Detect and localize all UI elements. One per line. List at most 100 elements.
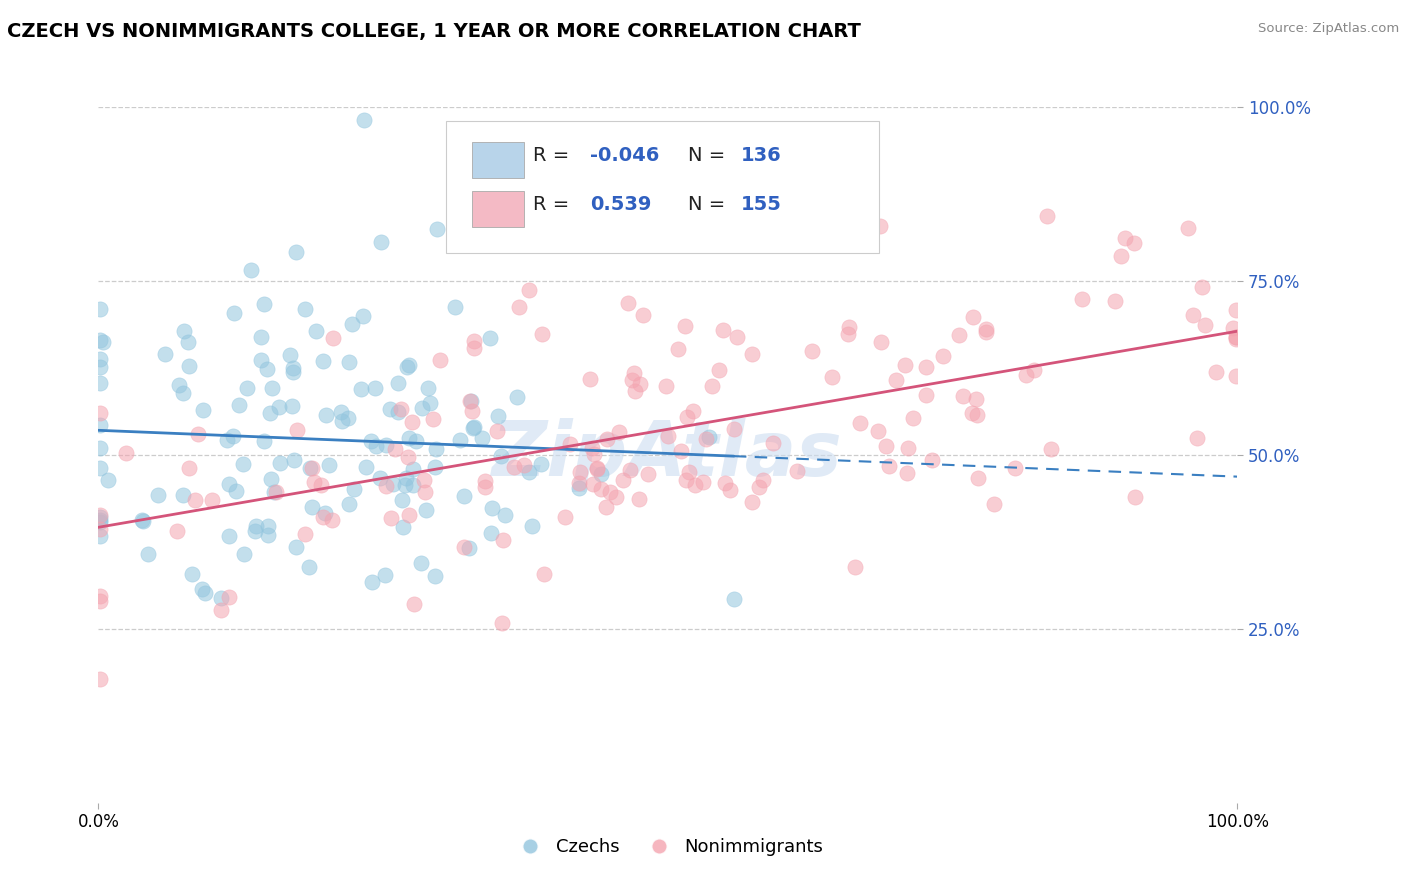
Point	[396, 450, 419, 464]
Point	[423, 460, 446, 475]
Point	[896, 467, 918, 481]
Point	[384, 442, 406, 457]
Point	[868, 424, 890, 438]
Point	[762, 436, 785, 450]
Point	[395, 360, 418, 375]
Text: N =: N =	[689, 195, 733, 214]
Point	[821, 370, 844, 384]
Point	[974, 325, 997, 339]
Point	[228, 398, 250, 412]
Text: -0.046: -0.046	[591, 146, 659, 165]
Point	[245, 519, 267, 533]
Point	[741, 347, 763, 361]
Point	[264, 485, 287, 500]
Point	[425, 442, 447, 457]
Point	[374, 568, 396, 582]
Point	[921, 453, 943, 467]
Point	[232, 457, 254, 471]
Point	[89, 508, 111, 523]
Point	[89, 352, 111, 367]
Point	[201, 492, 224, 507]
Point	[190, 582, 212, 596]
Point	[89, 516, 111, 530]
Point	[725, 330, 748, 344]
Point	[136, 547, 159, 561]
Point	[381, 476, 404, 491]
Point	[89, 594, 111, 608]
Point	[675, 473, 697, 487]
Point	[405, 434, 427, 448]
Point	[967, 471, 990, 485]
Text: 155: 155	[741, 195, 782, 214]
Point	[256, 528, 278, 542]
Point	[962, 406, 984, 420]
Point	[395, 471, 418, 485]
Point	[232, 547, 254, 561]
Point	[453, 489, 475, 503]
Point	[869, 219, 891, 234]
Point	[478, 331, 501, 345]
Point	[314, 506, 336, 520]
Point	[1187, 431, 1209, 445]
Point	[315, 409, 337, 423]
Point	[460, 394, 482, 409]
Point	[285, 540, 308, 554]
Point	[697, 429, 720, 443]
Point	[530, 457, 553, 471]
Point	[932, 350, 955, 364]
Point	[595, 432, 617, 446]
Point	[166, 524, 188, 538]
Point	[312, 509, 335, 524]
Point	[256, 361, 278, 376]
Point	[322, 331, 344, 345]
Point	[586, 461, 609, 475]
Point	[914, 387, 936, 401]
Point	[607, 425, 630, 439]
Point	[1123, 236, 1146, 251]
Point	[260, 381, 283, 395]
Point	[177, 359, 200, 374]
Point	[591, 467, 613, 481]
Point	[131, 512, 153, 526]
Point	[838, 319, 860, 334]
Point	[361, 575, 384, 590]
Point	[1191, 280, 1213, 294]
Point	[259, 406, 281, 420]
Point	[411, 401, 433, 415]
Point	[283, 452, 305, 467]
Point	[1182, 308, 1205, 322]
Point	[449, 433, 471, 447]
Point	[837, 327, 859, 342]
Point	[301, 461, 323, 475]
Point	[404, 597, 426, 611]
Point	[503, 460, 526, 475]
Point	[284, 244, 307, 259]
Point	[364, 439, 387, 453]
Point	[1114, 231, 1136, 245]
Point	[294, 302, 316, 317]
Point	[269, 456, 291, 470]
Point	[713, 475, 735, 490]
Point	[218, 529, 240, 543]
Point	[983, 497, 1005, 511]
Point	[624, 384, 647, 398]
Point	[260, 472, 283, 486]
Point	[409, 556, 432, 570]
Point	[321, 513, 343, 527]
Point	[298, 560, 321, 574]
Point	[491, 450, 513, 464]
Legend: Czechs, Nonimmigrants: Czechs, Nonimmigrants	[505, 831, 831, 863]
Point	[1225, 329, 1247, 343]
Point	[89, 376, 111, 390]
Point	[567, 481, 589, 495]
FancyBboxPatch shape	[472, 142, 524, 178]
Point	[589, 482, 612, 496]
Point	[222, 429, 245, 443]
Point	[146, 488, 169, 502]
Point	[425, 569, 447, 583]
Point	[752, 474, 775, 488]
Point	[311, 478, 333, 492]
Point	[402, 462, 425, 476]
Point	[506, 390, 529, 404]
Point	[471, 431, 494, 445]
